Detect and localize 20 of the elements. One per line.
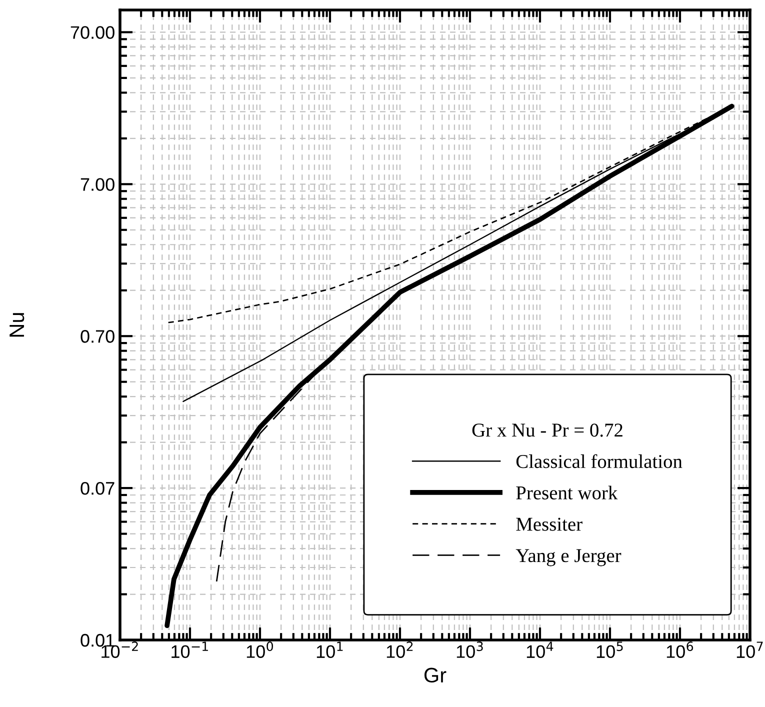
legend-label: Yang e Jerger [516, 549, 622, 566]
x-tick-label: 10$^{2}$ [386, 642, 413, 658]
y-tick-label: 70.00 [70, 26, 114, 39]
legend-title: Gr x Nu - Pr = 0.72 [472, 424, 622, 437]
y-tick-label: 7.00 [80, 178, 114, 191]
y-tick-label: 0.70 [80, 330, 114, 343]
legend-label: Messiter [516, 518, 582, 531]
x-tick-label: 10$^{3}$ [456, 642, 483, 658]
y-axis-title: Nu [10, 313, 24, 337]
y-tick-label: 0.07 [80, 482, 114, 495]
x-tick-label: 10$^{−1}$ [172, 642, 208, 658]
legend-label: Classical formulation [516, 454, 682, 468]
legend-label: Present work [516, 486, 618, 500]
x-tick-label: 10$^{5}$ [596, 642, 623, 658]
x-tick-label: 10$^{7}$ [736, 642, 763, 658]
x-axis-title: Gr [424, 668, 446, 683]
x-tick-label: 10$^{6}$ [666, 642, 694, 658]
x-tick-label: 10$^{0}$ [246, 642, 274, 658]
x-tick-label: 10$^{4}$ [526, 642, 554, 658]
x-tick-label: 10$^{1}$ [316, 642, 343, 658]
